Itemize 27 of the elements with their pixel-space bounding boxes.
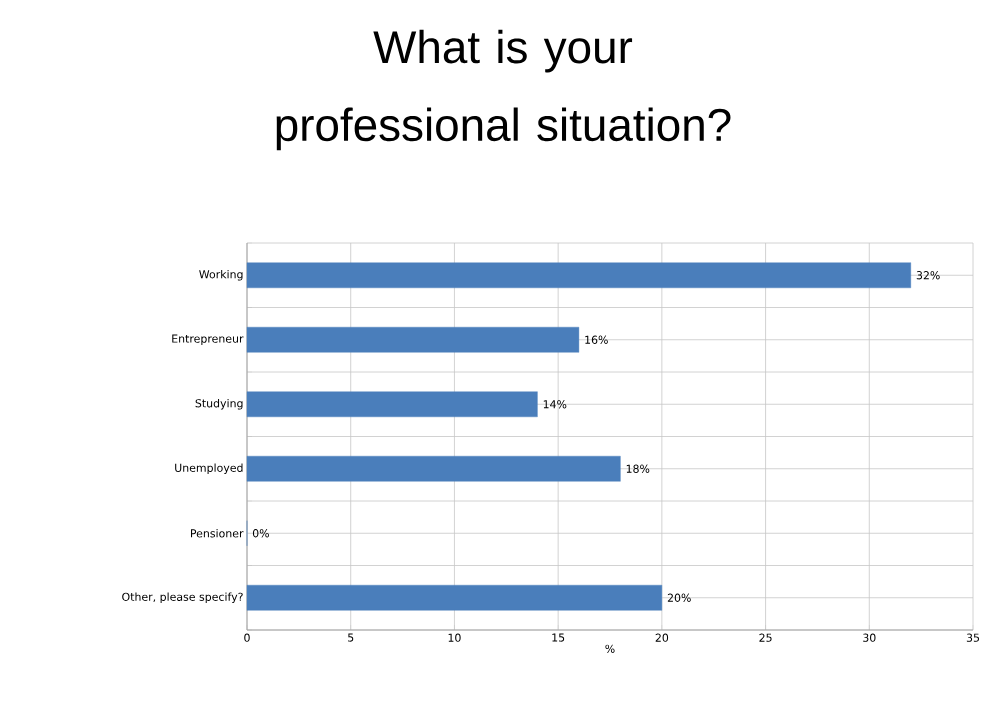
x-tick-label: 15 xyxy=(552,633,565,642)
data-label: 32% xyxy=(916,271,940,280)
x-tick-label: 0 xyxy=(244,633,250,642)
data-label: 14% xyxy=(543,400,567,409)
x-tick-label: 10 xyxy=(448,633,461,642)
bar xyxy=(246,584,663,611)
y-tick-label: Entrepreneur xyxy=(172,334,244,345)
x-axis-title: % xyxy=(605,644,615,653)
x-tick-label: 35 xyxy=(966,633,980,642)
bar xyxy=(246,326,580,353)
y-tick-label: Working xyxy=(199,269,243,281)
x-tick-label: 30 xyxy=(863,633,876,642)
data-label: 16% xyxy=(585,335,608,344)
chart-title: What is your professional situation? xyxy=(276,29,731,151)
data-label: 20% xyxy=(667,593,691,602)
data-label: 18% xyxy=(626,464,650,473)
bar xyxy=(246,391,538,418)
bar xyxy=(246,262,911,289)
data-label: 0% xyxy=(252,529,269,538)
y-tick-label: Unemployed xyxy=(175,463,243,475)
y-tick-label: Other, please specify? xyxy=(122,592,243,604)
y-tick-label: Studying xyxy=(195,398,243,410)
y-tick-label: Pensioner xyxy=(191,529,244,538)
x-tick-label: 5 xyxy=(348,633,354,642)
x-tick-label: 25 xyxy=(759,633,772,642)
bar xyxy=(246,455,621,482)
x-tick-label: 20 xyxy=(655,633,669,642)
